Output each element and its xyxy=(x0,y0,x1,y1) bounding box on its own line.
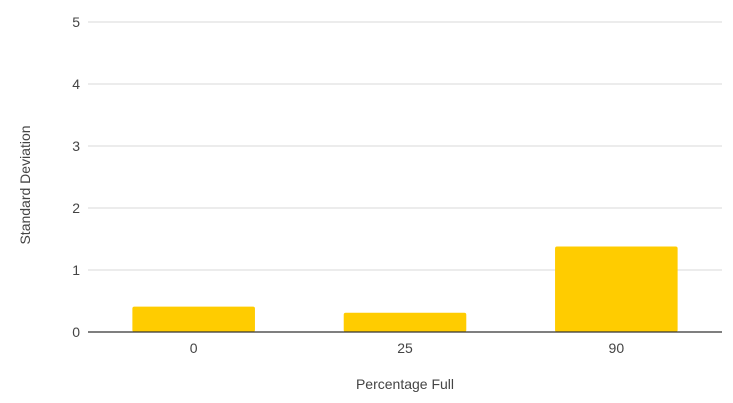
x-axis-ticks: 0 25 90 xyxy=(190,340,625,356)
bar-25 xyxy=(343,312,467,332)
bar-0 xyxy=(132,306,255,332)
bars xyxy=(132,246,678,332)
x-axis-title: Percentage Full xyxy=(356,376,454,392)
y-tick-label: 1 xyxy=(72,262,80,278)
y-tick-label: 3 xyxy=(72,138,80,154)
x-tick-label: 25 xyxy=(397,340,413,356)
y-tick-label: 4 xyxy=(72,76,80,92)
y-tick-label: 2 xyxy=(72,200,80,216)
x-tick-label: 90 xyxy=(609,340,625,356)
bar-90 xyxy=(555,246,678,332)
x-tick-label: 0 xyxy=(190,340,198,356)
y-axis-title: Standard Deviation xyxy=(17,125,33,244)
gridlines xyxy=(88,21,722,271)
y-tick-label: 5 xyxy=(72,14,80,30)
y-axis-ticks: 0 1 2 3 4 5 xyxy=(72,14,80,340)
y-tick-label: 0 xyxy=(72,324,80,340)
